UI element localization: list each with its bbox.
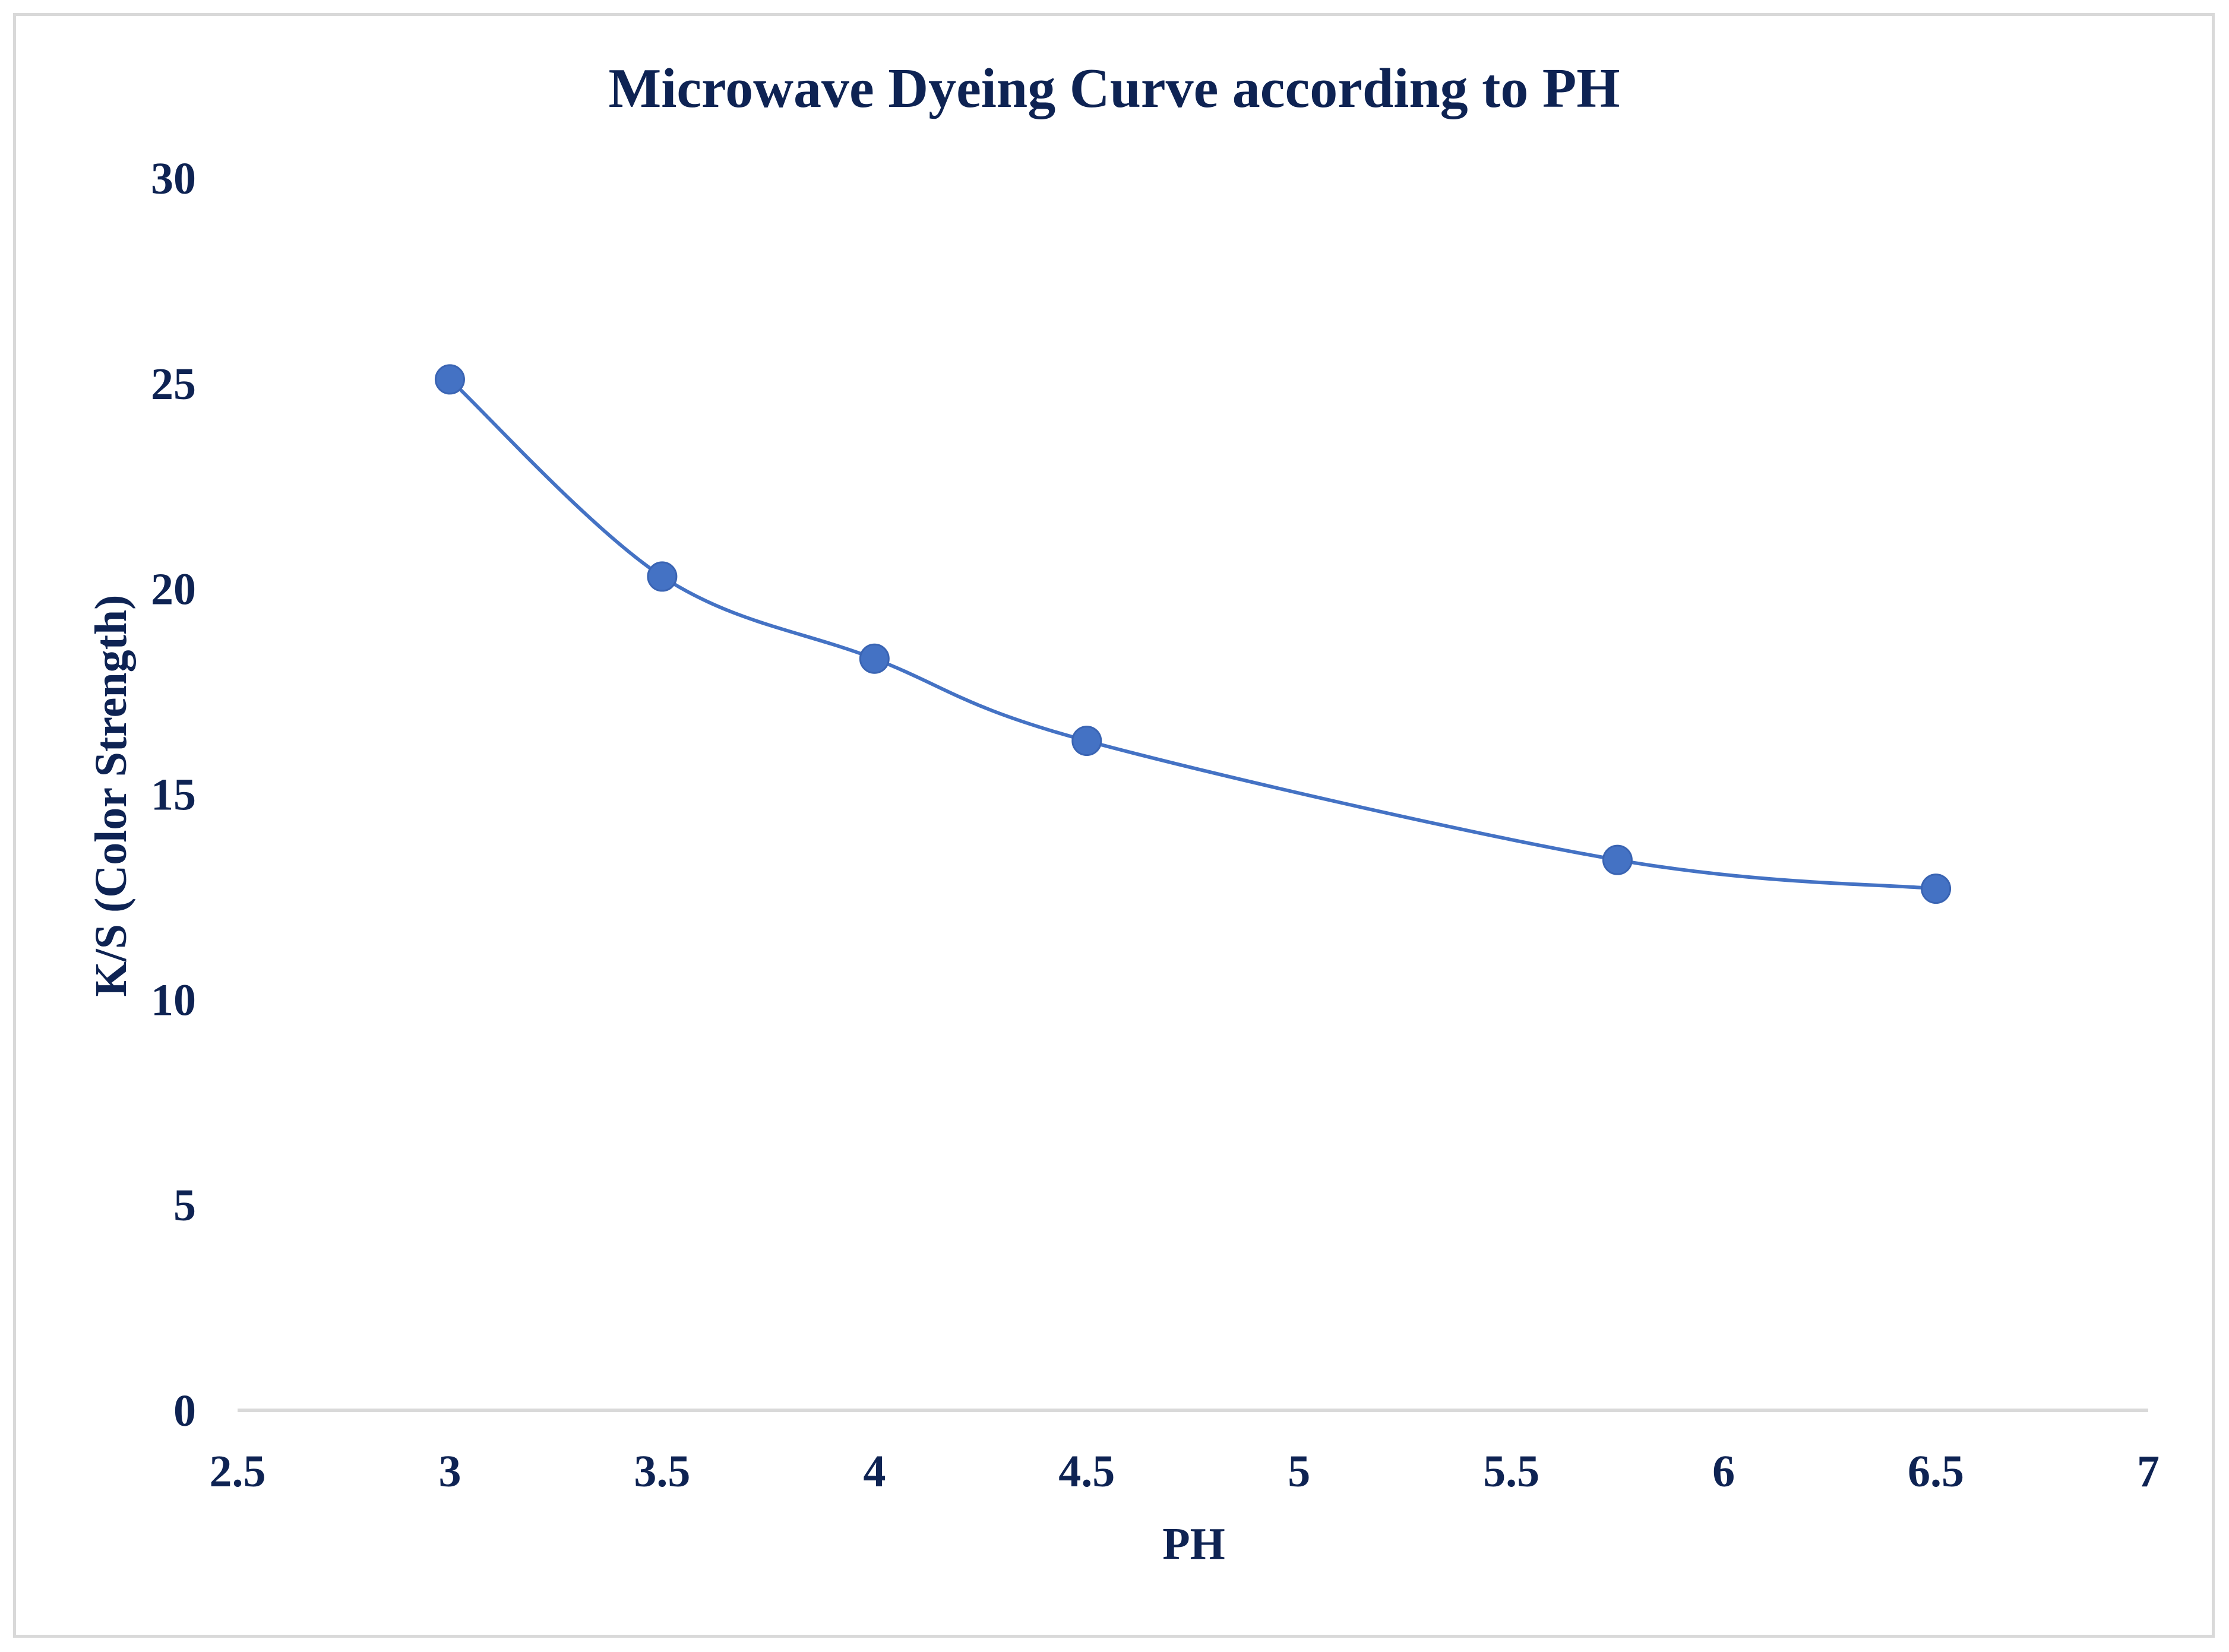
x-tick-label: 3: [438, 1447, 461, 1496]
y-tick-label: 20: [151, 565, 196, 615]
y-tick-label: 30: [151, 154, 196, 204]
y-axis-ticks: 0 5 10 15 20 25 30: [151, 154, 196, 1436]
y-tick-label: 25: [151, 359, 196, 409]
x-axis-title: PH: [1162, 1519, 1225, 1569]
x-tick-label: 6: [1712, 1447, 1735, 1496]
x-tick-label: 4.5: [1058, 1447, 1115, 1496]
y-tick-label: 15: [151, 770, 196, 820]
chart-title: Microwave Dyeing Curve according to PH: [609, 58, 1620, 119]
x-tick-label: 4: [863, 1447, 886, 1496]
data-point: [859, 643, 890, 674]
series-line: [448, 378, 1936, 891]
x-tick-label: 5.5: [1483, 1447, 1539, 1496]
data-point: [1602, 844, 1633, 875]
y-axis-title: K/S (Color Strength): [86, 595, 136, 997]
x-axis-ticks: 2.5 3 3.5 4 4.5 5 5.5 6 6.5 7: [210, 1447, 2160, 1496]
data-point: [1071, 726, 1102, 757]
y-tick-label: 10: [151, 975, 196, 1025]
x-tick-label: 2.5: [210, 1447, 266, 1496]
chart-frame: [13, 13, 2215, 1638]
y-tick-label: 5: [173, 1181, 196, 1230]
x-tick-label: 7: [2137, 1447, 2160, 1496]
data-points: [434, 364, 1952, 904]
data-point: [647, 561, 678, 592]
y-tick-label: 0: [173, 1386, 196, 1436]
x-tick-label: 6.5: [1908, 1447, 1964, 1496]
x-tick-label: 3.5: [634, 1447, 690, 1496]
data-point: [1921, 874, 1952, 904]
data-point: [434, 364, 465, 395]
x-tick-label: 5: [1288, 1447, 1310, 1496]
